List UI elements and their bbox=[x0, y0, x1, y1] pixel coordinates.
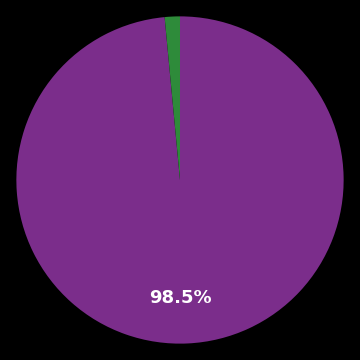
Wedge shape bbox=[16, 16, 344, 344]
Text: 98.5%: 98.5% bbox=[149, 289, 211, 307]
Wedge shape bbox=[165, 16, 180, 180]
